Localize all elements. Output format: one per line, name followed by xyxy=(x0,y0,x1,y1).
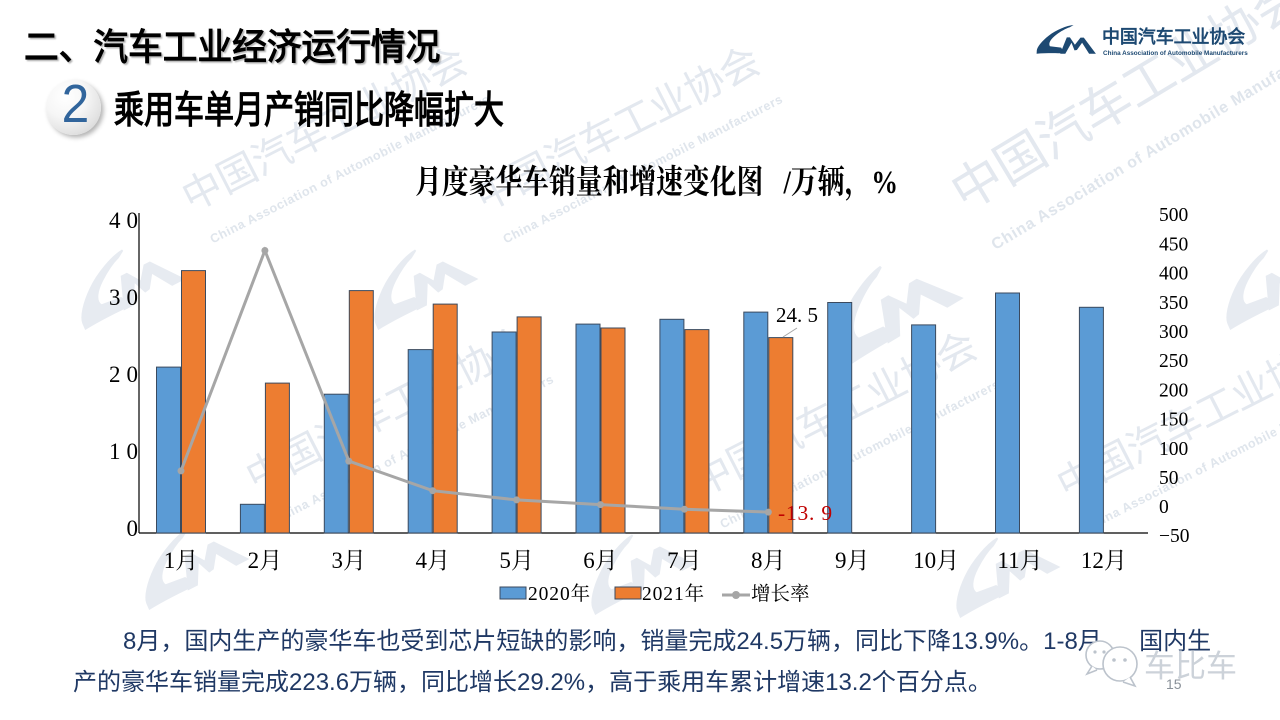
svg-text:300: 300 xyxy=(1159,322,1188,343)
svg-text:11月: 11月 xyxy=(997,548,1042,573)
svg-text:2021年: 2021年 xyxy=(642,583,705,605)
svg-text:200: 200 xyxy=(1159,381,1188,402)
svg-text:40: 40 xyxy=(109,208,144,233)
svg-text:20: 20 xyxy=(109,362,144,387)
svg-text:10: 10 xyxy=(109,439,144,464)
svg-text:8月: 8月 xyxy=(751,548,786,573)
svg-text:3月: 3月 xyxy=(332,548,367,573)
svg-text:250: 250 xyxy=(1159,351,1188,372)
svg-text:-13. 9: -13. 9 xyxy=(778,501,833,525)
svg-text:中国汽车工业协会: 中国汽车工业协会 xyxy=(1102,26,1245,47)
svg-text:24. 5: 24. 5 xyxy=(776,303,818,327)
svg-text:6月: 6月 xyxy=(583,548,618,573)
svg-text:50: 50 xyxy=(1159,468,1179,489)
svg-text:350: 350 xyxy=(1159,293,1188,314)
svg-text:5月: 5月 xyxy=(499,548,534,573)
svg-text:7月: 7月 xyxy=(667,548,702,573)
svg-text:China Association of Automobil: China Association of Automobile Manufact… xyxy=(1103,50,1248,57)
svg-text:500: 500 xyxy=(1159,205,1188,226)
svg-text:−50: −50 xyxy=(1159,526,1190,547)
svg-text:车比车: 车比车 xyxy=(1144,649,1237,684)
svg-text:0: 0 xyxy=(127,516,145,541)
svg-text:450: 450 xyxy=(1159,235,1188,256)
svg-text:0: 0 xyxy=(1159,497,1169,518)
svg-text:12月: 12月 xyxy=(1081,548,1127,573)
svg-text:增长率: 增长率 xyxy=(751,583,810,605)
svg-text:2020年: 2020年 xyxy=(528,583,591,605)
svg-text:150: 150 xyxy=(1159,410,1188,431)
svg-text:30: 30 xyxy=(109,285,144,310)
svg-text:10月: 10月 xyxy=(913,548,959,573)
svg-text:4月: 4月 xyxy=(415,548,450,573)
svg-text:400: 400 xyxy=(1159,264,1188,285)
svg-text:9月: 9月 xyxy=(835,548,870,573)
svg-text:2月: 2月 xyxy=(248,548,283,573)
svg-text:100: 100 xyxy=(1159,439,1188,460)
svg-text:1月: 1月 xyxy=(164,548,199,573)
